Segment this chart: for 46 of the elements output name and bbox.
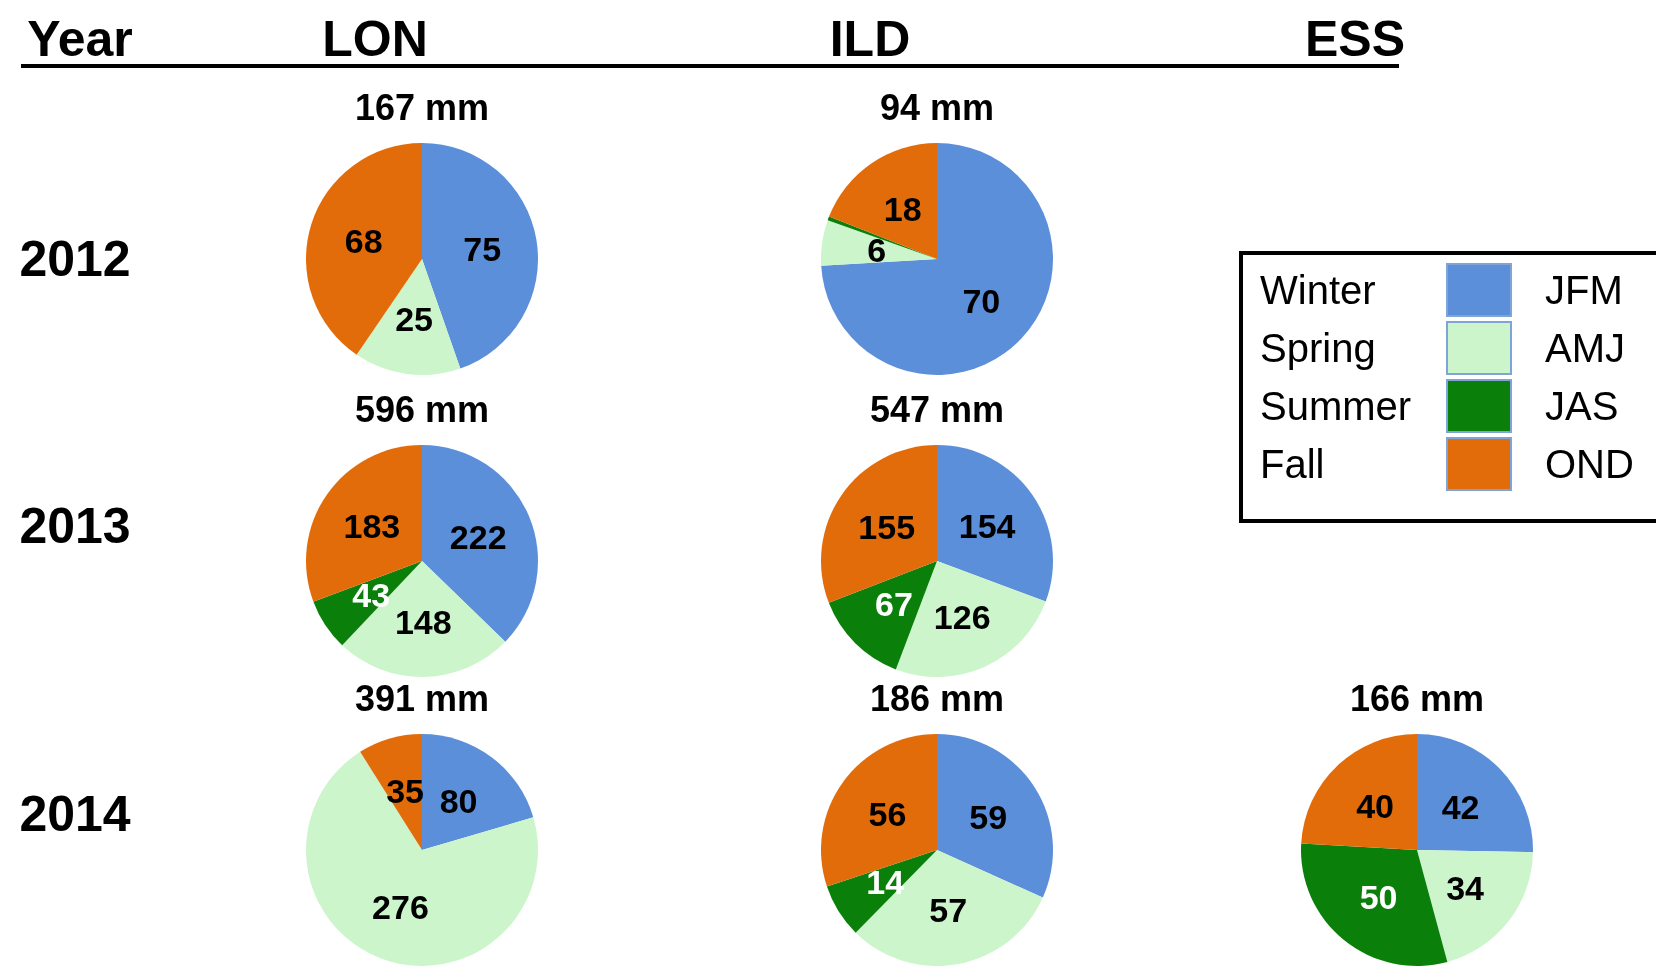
data-label: 59 [969, 797, 1008, 836]
text: ESS [1304, 10, 1406, 68]
data-label: 75 [463, 229, 502, 268]
data-label: 43 [352, 575, 391, 614]
data-label: 155 [858, 507, 916, 546]
data-label: 67 [875, 585, 913, 624]
data-label: 50 [1359, 878, 1398, 917]
data-label: 222 [449, 518, 507, 557]
data-label: 70 [962, 281, 1001, 320]
text: Year [27, 10, 133, 68]
data-label: 34 [1446, 868, 1485, 907]
text: 2014 [19, 785, 131, 843]
data-label: 25 [395, 300, 433, 339]
data-label: 14 [866, 863, 905, 902]
chart-title: 391 mm [354, 677, 490, 719]
data-label: 276 [372, 888, 429, 927]
data-label: 42 [1441, 788, 1480, 827]
category-label: JAS [1545, 384, 1619, 428]
data-label: 56 [868, 795, 907, 834]
category-label: Summer [1260, 384, 1412, 429]
category-label: Fall [1260, 442, 1325, 487]
category-label: JFM [1545, 268, 1623, 312]
data-label: 126 [933, 597, 991, 636]
data-label: 18 [883, 189, 922, 228]
data-label: 68 [344, 222, 383, 261]
text: 2013 [19, 497, 131, 555]
chart-title: 547 mm [869, 388, 1005, 430]
chart-title: 596 mm [354, 388, 490, 430]
data-label: 40 [1356, 786, 1395, 825]
data-label: 57 [929, 890, 968, 929]
chart-title: 166 mm [1349, 677, 1485, 719]
category-label: Winter [1260, 268, 1376, 313]
data-label: 6 [867, 231, 887, 270]
chart-title: 94 mm [879, 86, 995, 128]
data-label: 183 [343, 507, 401, 546]
text: 2012 [19, 230, 131, 288]
data-label: 148 [394, 602, 452, 641]
chart-title: 186 mm [869, 677, 1005, 719]
category-label: AMJ [1545, 326, 1625, 370]
category-label: Spring [1260, 326, 1376, 371]
chart-title: 167 mm [354, 86, 490, 128]
data-label: 80 [439, 782, 478, 821]
text: ILD [829, 10, 911, 68]
category-label: OND [1545, 442, 1634, 486]
text: LON [322, 10, 428, 68]
data-label: 154 [958, 507, 1016, 546]
